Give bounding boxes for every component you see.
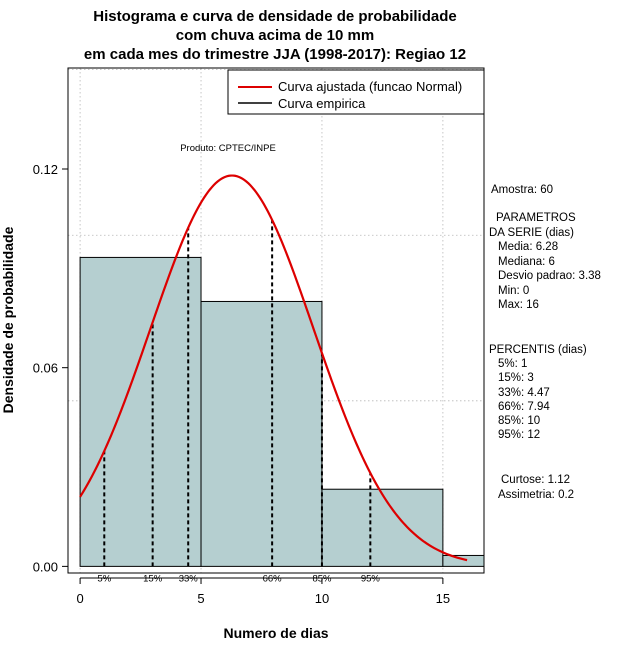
stat-p5: 5%: 1 bbox=[498, 358, 527, 370]
stat-p95: 95%: 12 bbox=[498, 429, 540, 441]
percentile-label-3: 66% bbox=[263, 573, 283, 584]
stat-skewness: Assimetria: 0.2 bbox=[498, 489, 574, 501]
x-axis-label: Numero de dias bbox=[223, 625, 328, 641]
histogram-bar-1 bbox=[200, 300, 323, 567]
percentile-label-0: 5% bbox=[97, 573, 111, 584]
stat-kurtosis: Curtose: 1.12 bbox=[501, 474, 570, 486]
x-tick-label-1: 5 bbox=[197, 591, 204, 606]
percentile-label-5: 95% bbox=[361, 573, 381, 584]
chart-title-line-3: em cada mes do trimestre JJA (1998-2017)… bbox=[84, 46, 466, 63]
stat-params-subtitle: DA SERIE (dias) bbox=[489, 227, 574, 239]
stat-p33: 33%: 4.47 bbox=[498, 387, 550, 399]
percentile-label-2: 33% bbox=[179, 573, 199, 584]
legend-label-fit: Curva ajustada (funcao Normal) bbox=[278, 79, 462, 94]
stat-p85: 85%: 10 bbox=[498, 415, 540, 427]
histogram-bar-2 bbox=[321, 488, 444, 567]
y-axis-label: Densidade de probabilidade bbox=[0, 226, 16, 413]
stat-max: Max: 16 bbox=[498, 299, 539, 311]
x-tick-label-2: 10 bbox=[315, 591, 329, 606]
y-tick-label-0: 0.00 bbox=[33, 559, 58, 574]
stat-sample: Amostra: 60 bbox=[491, 184, 553, 196]
stat-median: Mediana: 6 bbox=[498, 256, 555, 268]
stat-min: Min: 0 bbox=[498, 285, 529, 297]
y-tick-label-2: 0.12 bbox=[33, 162, 58, 177]
stat-stddev: Desvio padrao: 3.38 bbox=[498, 270, 601, 282]
normal-fit-curve bbox=[79, 174, 468, 562]
product-annotation: Produto: CPTEC/INPE bbox=[180, 143, 276, 154]
chart-title-line-1: Histograma e curva de densidade de proba… bbox=[93, 8, 456, 25]
plot-frame bbox=[67, 67, 485, 574]
legend-box bbox=[227, 69, 485, 115]
y-tick-label-1: 0.06 bbox=[33, 361, 58, 376]
stat-p15: 15%: 3 bbox=[498, 372, 534, 384]
x-tick-label-3: 15 bbox=[436, 591, 450, 606]
histogram-bar-0 bbox=[79, 256, 202, 567]
stat-params-title: PARAMETROS bbox=[496, 212, 576, 224]
statistics-panel: Amostra: 60 PARAMETROS DA SERIE (dias) M… bbox=[489, 184, 601, 501]
stat-p66: 66%: 7.94 bbox=[498, 401, 550, 413]
legend: Curva ajustada (funcao Normal) Curva emp… bbox=[227, 69, 485, 115]
stat-mean: Media: 6.28 bbox=[498, 241, 558, 253]
percentile-label-1: 15% bbox=[143, 573, 163, 584]
histogram-bar-3 bbox=[442, 554, 485, 567]
stat-percentiles-title: PERCENTIS (dias) bbox=[489, 344, 587, 356]
legend-label-empirical: Curva empirica bbox=[278, 96, 366, 111]
x-tick-label-0: 0 bbox=[76, 591, 83, 606]
chart-title-line-2: com chuva acima de 10 mm bbox=[176, 27, 374, 44]
